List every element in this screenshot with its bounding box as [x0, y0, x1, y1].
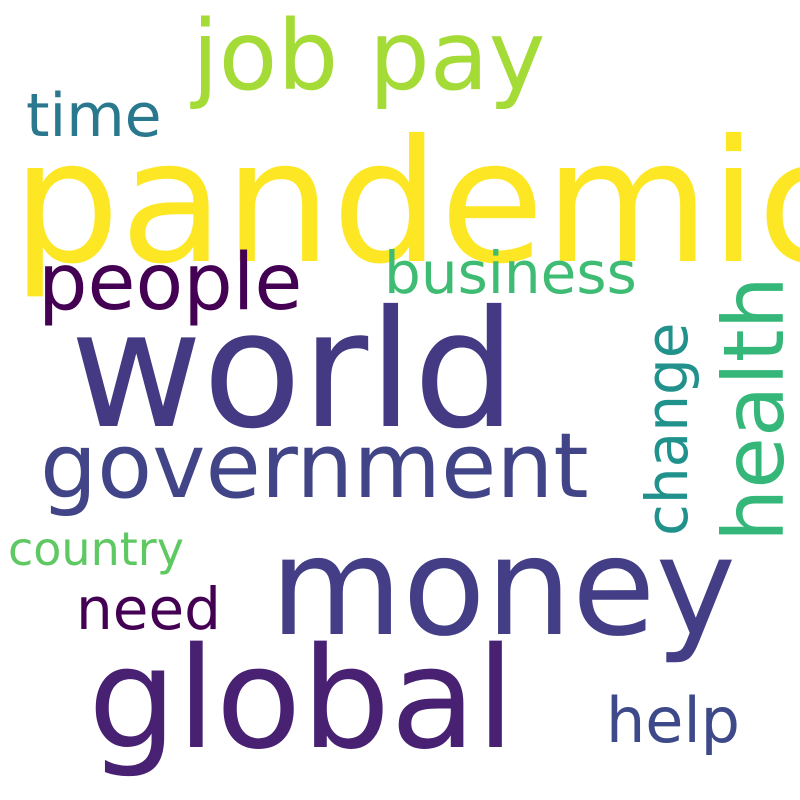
word-global: global — [88, 618, 515, 781]
word-pandemic: pandemic — [12, 104, 800, 302]
word-job-pay: job pay — [192, 0, 546, 112]
word-health: health — [705, 276, 800, 542]
word-country: country — [8, 522, 184, 576]
word-world: world — [70, 277, 517, 465]
word-people: people — [38, 238, 303, 328]
word-money: money — [270, 509, 737, 667]
word-business: business — [384, 239, 637, 307]
word-time: time — [26, 81, 162, 151]
word-need: need — [76, 575, 221, 643]
word-change: change — [633, 322, 701, 536]
word-help: help — [606, 684, 741, 757]
word-government: government — [40, 414, 589, 519]
